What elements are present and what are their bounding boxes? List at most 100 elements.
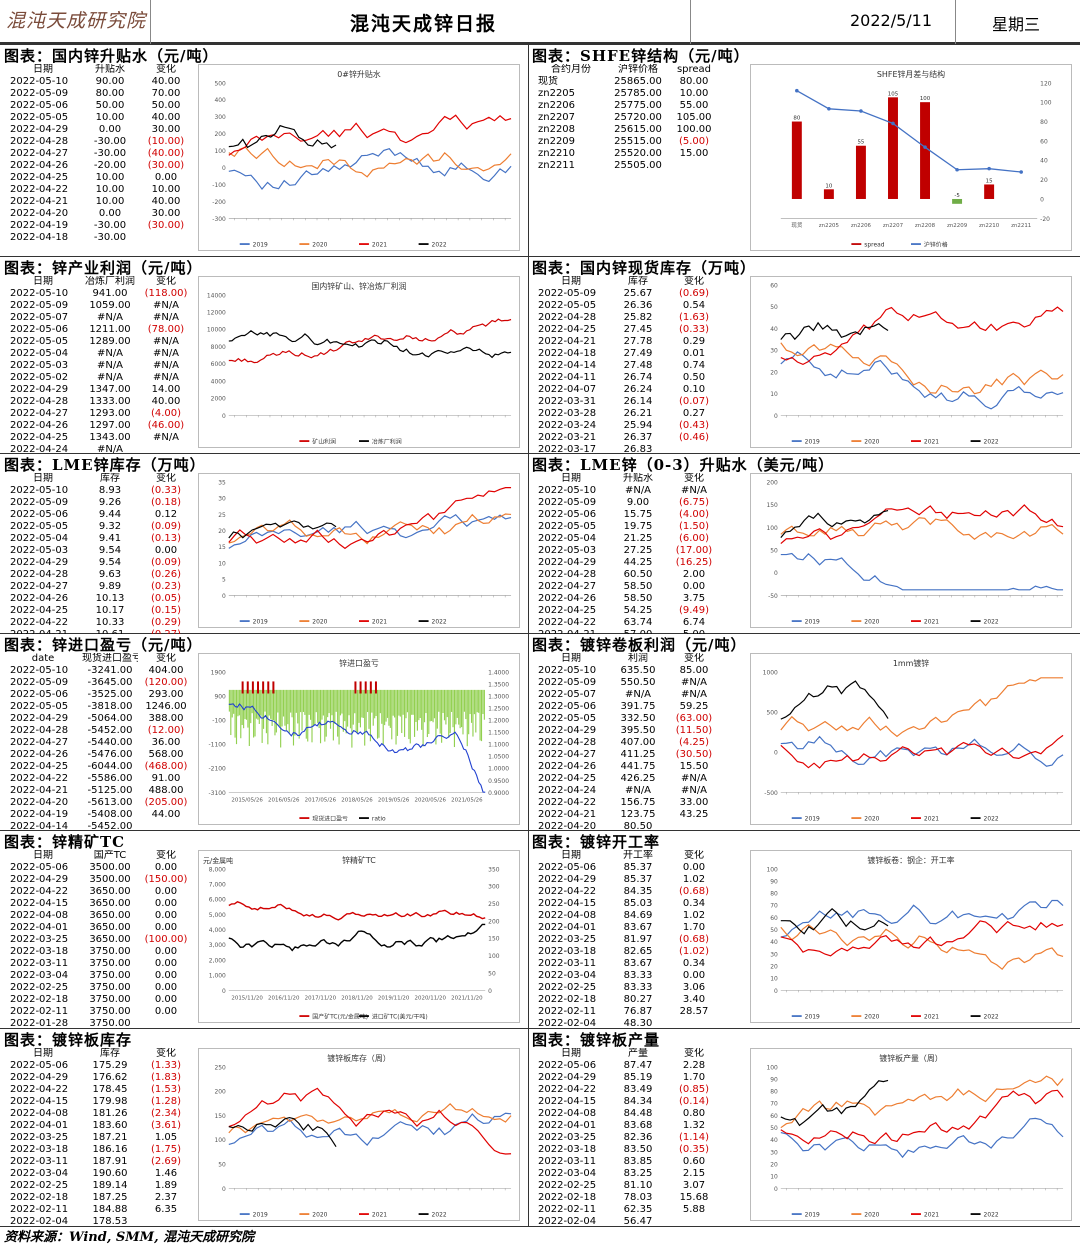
panel-title: 图表：镀锌卷板利润（元/吨）	[532, 636, 747, 654]
y-tick-label: 4000	[211, 378, 226, 385]
table-cell: 2022-03-11	[10, 958, 69, 969]
table-cell: 2022-03-25	[10, 1132, 69, 1143]
table-cell: 48.30	[623, 1018, 653, 1029]
table-cell: 10.00	[679, 88, 709, 99]
price-point	[827, 107, 831, 111]
table-cell: 1.70	[682, 922, 706, 933]
table-cell: 3500.00	[89, 862, 131, 873]
table-row: 2022-04-08 84.69 1.02	[532, 910, 722, 922]
table-cell: 44.25	[623, 557, 653, 568]
table-cell: zn2206	[538, 100, 576, 111]
y-tick-label: 35	[218, 479, 226, 486]
table-cell: 27.49	[623, 348, 653, 359]
table-cell: -3818.00	[87, 701, 133, 712]
table-cell: (46.00)	[147, 420, 185, 431]
import-profit-bar	[423, 689, 426, 723]
y-tick-label: 70	[770, 903, 778, 910]
table-row: 2022-03-17 26.83	[532, 444, 722, 454]
table-cell: 36.00	[151, 737, 181, 748]
chart-title: 锌精矿TC	[342, 855, 376, 865]
y2-tick-label: 1.3500	[488, 681, 509, 688]
import-profit-bar	[228, 689, 230, 712]
import-profit-bar	[344, 689, 346, 722]
y-tick-label: 6000	[211, 361, 226, 368]
legend-label: 2021	[924, 816, 939, 823]
import-profit-bar	[294, 689, 296, 736]
row-divider	[0, 1028, 1080, 1029]
table-cell: 2022-05-05	[10, 112, 69, 123]
import-profit-bar	[328, 689, 330, 714]
table-cell: (10.00)	[147, 136, 185, 147]
table-cell: #N/A	[680, 689, 708, 700]
import-profit-bar	[483, 689, 485, 720]
table-cell: 1.32	[682, 1120, 706, 1131]
table-cell: 2022-03-18	[538, 1144, 597, 1155]
column-header: 日期	[33, 64, 53, 75]
column-header: 日期	[561, 1048, 581, 1059]
series-2019-line	[780, 899, 1064, 938]
series-2020-line	[228, 146, 512, 178]
series-2022-line	[780, 509, 889, 538]
import-profit-bar	[354, 681, 357, 694]
chart-title: 锌进口盈亏	[339, 658, 379, 668]
import-profit-bar	[441, 689, 443, 743]
price-point	[987, 166, 991, 171]
table-cell: 30.00	[151, 124, 181, 135]
table-cell: -30.00	[93, 136, 127, 147]
table-cell: 2022-03-04	[10, 1168, 69, 1179]
table-cell: 0.00	[154, 1006, 178, 1017]
table-cell	[666, 1018, 722, 1029]
table-cell: 85.03	[623, 898, 653, 909]
chart-s9: 锌精矿TC 元/金属吨 8,000 7,000 6,000 5,000 4,000 3,000…	[198, 850, 520, 1023]
table-row: 2022-04-21 10.00 40.00	[4, 196, 194, 208]
series-2022-line	[228, 520, 337, 539]
table-cell: (0.33)	[678, 324, 710, 335]
y-tick-label: 50	[770, 304, 778, 311]
table-cell: -30.00	[93, 220, 127, 231]
y-tick-label: 4,000	[209, 927, 226, 934]
spread-bar	[791, 121, 802, 199]
table-row: 2022-05-06 3500.00 0.00	[4, 862, 194, 874]
table-cell: 293.00	[148, 689, 184, 700]
table-cell: 3650.00	[89, 886, 131, 897]
import-profit-bar	[245, 689, 248, 720]
table-row: 2022-04-28 1333.00 40.00	[4, 396, 194, 408]
y-tick-label: 8,000	[209, 866, 226, 873]
table-cell: 84.69	[623, 910, 653, 921]
table-cell: 83.67	[623, 958, 653, 969]
import-profit-bar	[301, 689, 303, 731]
legend-label: 2022	[984, 439, 999, 446]
import-profit-bar	[472, 689, 474, 737]
table-row: 2022-04-08 3650.00 0.00	[4, 910, 194, 922]
import-profit-bar	[456, 689, 458, 718]
table-cell: 2022-05-09	[538, 288, 597, 299]
panel-title: 图表：LME锌库存（万吨）	[4, 456, 206, 474]
y2-tick-label: 200	[488, 918, 500, 925]
table-cell: 83.33	[623, 982, 653, 993]
table-cell: zn2208	[538, 124, 576, 135]
table-cell: (0.09)	[150, 521, 182, 532]
y-tick-label: 0	[222, 165, 226, 172]
series-2019-line	[780, 735, 1064, 767]
import-profit-bar	[290, 689, 292, 713]
import-profit-bar	[322, 689, 324, 716]
company-logo: 混沌天成研究院	[6, 10, 147, 32]
legend-label: 2022	[432, 242, 447, 249]
table-cell: 2022-04-27	[538, 581, 597, 592]
import-profit-bar	[267, 681, 270, 694]
domestic-tc-line	[228, 901, 486, 921]
bar-value-label: 55	[857, 140, 864, 146]
import-profit-bar	[271, 689, 273, 726]
y-tick-label: 100	[214, 1137, 226, 1144]
table-cell: 80.00	[679, 76, 709, 87]
table-cell: 2022-05-10	[10, 76, 69, 87]
table-cell: 2022-04-20	[538, 821, 597, 831]
table-cell: 2022-05-06	[538, 862, 597, 873]
table-cell: 2022-02-11	[538, 1204, 597, 1215]
y-tick-label: -3100	[209, 790, 227, 797]
table-cell: 2022-05-07	[10, 312, 69, 323]
table-row: 2022-04-22 156.75 33.00	[532, 797, 722, 809]
column-header: 合约月份	[551, 64, 591, 75]
spread-bar	[855, 145, 866, 199]
series-2022-line	[780, 1079, 889, 1127]
